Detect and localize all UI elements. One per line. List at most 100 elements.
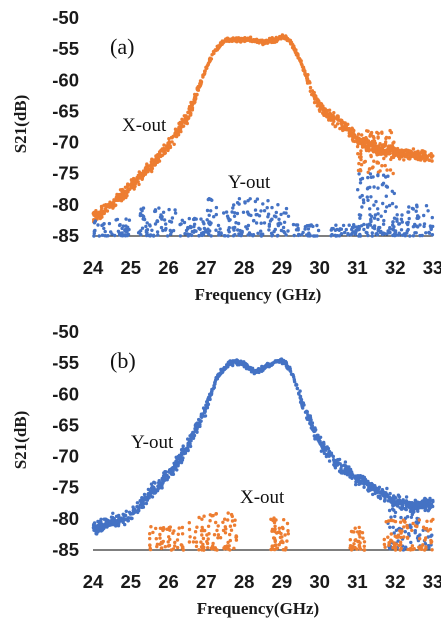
panel-b-x-out-point [201, 548, 204, 551]
panel-a-x-out-point [393, 151, 396, 154]
panel-b-y-out-point [420, 501, 423, 504]
panel-a-y-axis-title: S21(dB) [11, 95, 30, 154]
panel-b-y-out-point [226, 363, 229, 366]
panel-a-y-out-point [282, 230, 285, 233]
panel-a-y-out-point [118, 223, 121, 226]
panel-b-x-out-point [358, 535, 361, 538]
panel-a-x-out-point [303, 69, 306, 72]
panel-b-x-out-point [180, 543, 183, 546]
panel-b-y-out-point [354, 477, 357, 480]
panel-b-x-out-label: X-out [240, 487, 285, 508]
panel-b-y-out-point [149, 490, 152, 493]
panel-a-y-out-point [303, 227, 306, 230]
panel-a-x-out-point [370, 131, 373, 134]
panel-b-y-out-point [165, 478, 168, 481]
panel-a-y-out-point [380, 215, 383, 218]
panel-b-x-out-point [230, 529, 233, 532]
panel-a-y-out-point [400, 228, 403, 231]
panel-a-y-out-point [357, 172, 360, 175]
panel-b-y-out-point [219, 372, 222, 375]
panel-b-y-out-point [231, 362, 234, 365]
panel-a-y-out-point [124, 234, 127, 237]
panel-a-y-out-point [226, 234, 229, 237]
panel-b-y-out-point [212, 386, 215, 389]
panel-a-x-tick-label: 33 [423, 257, 441, 278]
panel-b-x-out-point [188, 528, 191, 531]
panel-a-y-out-point [405, 231, 408, 234]
panel-b-y-out-point [409, 541, 412, 544]
panel-a-y-out-point [384, 210, 387, 213]
panel-a-y-out-point [233, 233, 236, 236]
panel-a-y-tick-label: -85 [52, 225, 79, 246]
panel-b-y-out-label: Y-out [131, 432, 174, 453]
panel-b-y-out-point [133, 508, 136, 511]
panel-a-x-out-point [119, 195, 122, 198]
panel-a-x-out-point [153, 162, 156, 165]
panel-b-y-out-point [323, 452, 326, 455]
panel-b-y-out-point [141, 502, 144, 505]
panel-a-y-out-point [255, 221, 258, 224]
panel-a-x-out-point [375, 161, 378, 164]
panel-b-x-out-point [232, 547, 235, 550]
panel-b-x-out-point [390, 539, 393, 542]
panel-a-x-out-point [382, 143, 385, 146]
panel-a-y-out-point [345, 228, 348, 231]
panel-b-x-out-point [172, 529, 175, 532]
panel-a-y-out-point [369, 219, 372, 222]
panel-a-y-out-point [297, 234, 300, 237]
panel-b-y-out-point [431, 500, 434, 503]
panel-b-y-out-point [94, 529, 97, 532]
panel-a-x-out-point [351, 137, 354, 140]
panel-b-y-out-point [392, 496, 395, 499]
panel-b-y-out-point [344, 460, 347, 463]
panel-a-y-out-point [269, 219, 272, 222]
panel-a-x-out-point [415, 155, 418, 158]
panel-a-x-out-point [228, 40, 231, 43]
panel-a-y-out-point [198, 228, 201, 231]
panel-a-x-tick-label: 32 [385, 257, 406, 278]
panel-b-x-out-point [194, 530, 197, 533]
panel-b-x-out-point [358, 526, 361, 529]
panel-a-y-out-point [358, 217, 361, 220]
panel-b-x-out-point [182, 548, 185, 551]
panel-a-x-out-point [324, 107, 327, 110]
panel-a-x-out-point [98, 213, 101, 216]
panel-a-y-out-point [358, 196, 361, 199]
panel-a-y-out-point [156, 230, 159, 233]
panel-b-y-out-point [299, 401, 302, 404]
panel-a-x-out-point [309, 86, 312, 89]
panel-a-y-out-point [431, 233, 434, 236]
panel-a-x-axis-title: Frequency (GHz) [195, 285, 322, 304]
panel-b-x-out-point [195, 526, 198, 529]
panel-a-y-out-point [206, 209, 209, 212]
panel-b-x-tick-label: 26 [158, 571, 179, 592]
panel-a-x-tick-label: 24 [83, 257, 104, 278]
panel-a-x-out-point [329, 114, 332, 117]
panel-b-x-out-point [158, 536, 161, 539]
panel-a-x-out-point [405, 149, 408, 152]
panel-b-x-out-point [200, 529, 203, 532]
panel-b-x-out-point [394, 535, 397, 538]
panel-b-y-out-point [173, 467, 176, 470]
panel-a-x-out-point [366, 130, 369, 133]
panel-b-y-out-point [115, 515, 118, 518]
panel-a-x-out-point [207, 62, 210, 65]
panel-a-y-out-point [377, 229, 380, 232]
panel-a-y-out-point [159, 215, 162, 218]
panel-a-y-out-point [382, 223, 385, 226]
panel-a-y-out-point [248, 231, 251, 234]
panel-b-y-out-point [354, 483, 357, 486]
panel-b-y-out-point [406, 504, 409, 507]
panel-b-label: (b) [110, 348, 136, 373]
panel-b-y-out-point [143, 493, 146, 496]
panel-b-x-out-point [383, 538, 386, 541]
panel-a-x-out-point [379, 147, 382, 150]
panel-a-y-out-point [329, 234, 332, 237]
panel-b-y-out-point [190, 436, 193, 439]
panel-b-x-out-point [173, 541, 176, 544]
panel-a-y-out-point [109, 230, 112, 233]
panel-a-y-out-point [374, 200, 377, 203]
panel-b-x-out-point [205, 533, 208, 536]
panel-b-x-tick-label: 31 [347, 571, 368, 592]
panel-b-y-out-point [92, 526, 95, 529]
